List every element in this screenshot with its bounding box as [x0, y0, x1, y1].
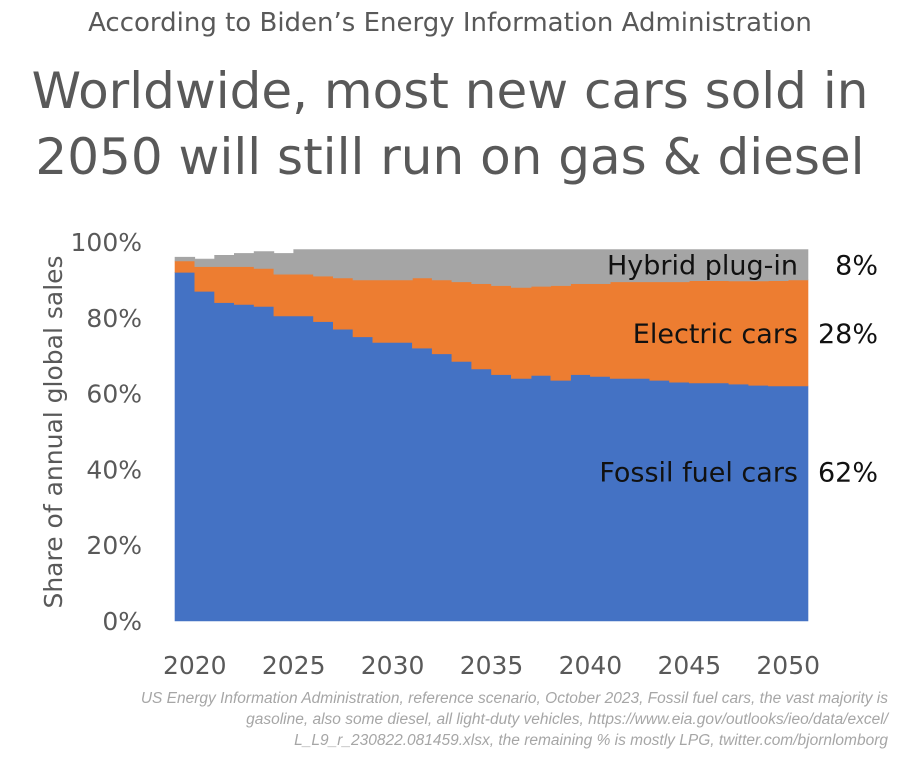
- series-labels: Hybrid plug-in 8% Electric cars 28% Fossil f…: [599, 251, 878, 489]
- y-tick-label: 0%: [102, 607, 142, 636]
- series-label-hybrid-plug-in: Hybrid plug-in: [607, 251, 798, 282]
- x-tick-label: 2040: [559, 651, 623, 680]
- x-tick-label: 2045: [658, 651, 722, 680]
- chart-title: Worldwide, most new cars sold in 2050 wi…: [0, 58, 900, 190]
- source-note: US Energy Information Administration, re…: [28, 688, 888, 751]
- y-tick-label: 100%: [71, 228, 142, 257]
- source-line-1: US Energy Information Administration, re…: [140, 690, 888, 707]
- y-axis-ticks: 0% 20% 40% 60% 80% 100%: [71, 228, 142, 636]
- x-tick-label: 2030: [361, 651, 425, 680]
- stacked-area-chart: Share of annual global sales 0% 20% 40% 60%…: [39, 228, 878, 680]
- x-tick-label: 2020: [163, 651, 227, 680]
- source-line-3: L_L9_r_230822.081459.xlsx, the remaining…: [294, 732, 888, 749]
- chart-title-line-1: Worldwide, most new cars sold in: [31, 62, 869, 120]
- series-areas: [174, 249, 809, 622]
- series-label-fossil-fuel-cars: Fossil fuel cars: [599, 457, 798, 488]
- y-tick-label: 60%: [86, 380, 142, 409]
- series-label-electric-cars: Electric cars: [633, 319, 798, 350]
- x-tick-label: 2025: [262, 651, 326, 680]
- y-axis-label: Share of annual global sales: [39, 255, 68, 608]
- x-axis-ticks: 2020 2025 2030 2035 2040 2045 2050: [163, 651, 820, 680]
- source-line-2: gasoline, also some diesel, all light-du…: [246, 711, 888, 728]
- series-value-electric-cars: 28%: [818, 319, 878, 350]
- y-tick-label: 80%: [86, 304, 142, 333]
- chart-supertitle: According to Biden’s Energy Information …: [88, 8, 812, 38]
- x-tick-label: 2050: [756, 651, 820, 680]
- x-tick-label: 2035: [460, 651, 524, 680]
- y-tick-label: 40%: [86, 455, 142, 484]
- chart-title-line-2: 2050 will still run on gas & diesel: [35, 128, 865, 186]
- area-hybrid-plug-in: [174, 249, 809, 288]
- series-value-fossil-fuel-cars: 62%: [818, 457, 878, 488]
- y-tick-label: 20%: [86, 531, 142, 560]
- series-value-hybrid-plug-in: 8%: [835, 251, 878, 282]
